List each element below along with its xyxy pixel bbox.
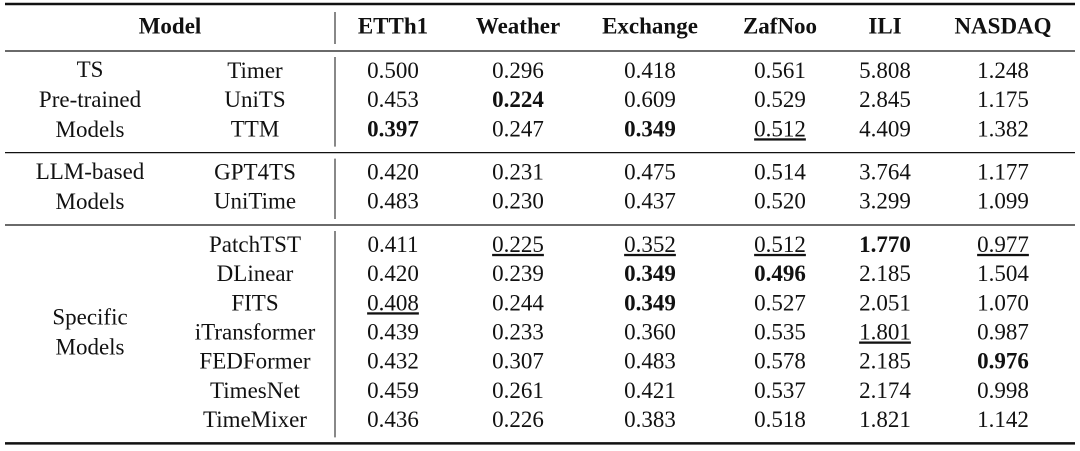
value-cell: 0.420	[367, 261, 419, 286]
value-cell: 0.987	[977, 319, 1029, 344]
model-name: DLinear	[217, 261, 294, 286]
value-cell: 0.432	[367, 349, 419, 374]
value-cell: 0.537	[754, 378, 806, 403]
value-cell: 1.142	[977, 407, 1029, 432]
model-name: TimeMixer	[203, 407, 307, 432]
value-cell: 0.977	[977, 232, 1029, 257]
model-name: Timer	[227, 58, 283, 83]
value-cell: 0.527	[754, 290, 806, 315]
value-cell: 0.512	[754, 232, 806, 257]
model-name: iTransformer	[195, 319, 316, 344]
value-cell: 0.349	[624, 116, 676, 141]
value-cell: 0.520	[754, 189, 806, 214]
value-cell: 0.578	[754, 349, 806, 374]
group-label: Pre-trained	[39, 87, 142, 112]
value-cell: 2.051	[859, 290, 911, 315]
value-cell: 2.185	[859, 349, 911, 374]
value-cell: 0.224	[492, 87, 544, 112]
value-cell: 0.408	[367, 290, 419, 315]
value-cell: 0.453	[367, 87, 419, 112]
value-cell: 0.383	[624, 407, 676, 432]
value-cell: 4.409	[859, 116, 911, 141]
value-cell: 0.231	[492, 159, 544, 184]
value-cell: 0.976	[977, 349, 1029, 374]
value-cell: 0.475	[624, 159, 676, 184]
value-cell: 1.382	[977, 116, 1029, 141]
value-cell: 1.801	[859, 319, 911, 344]
model-name: UniTime	[214, 189, 296, 214]
value-cell: 0.420	[367, 159, 419, 184]
value-cell: 1.099	[977, 189, 1029, 214]
value-cell: 0.609	[624, 87, 676, 112]
value-cell: 0.514	[754, 159, 806, 184]
value-cell: 0.437	[624, 189, 676, 214]
header-cell: ZafNoo	[743, 13, 817, 38]
value-cell: 0.411	[368, 232, 419, 257]
group-label: LLM-based	[36, 159, 145, 184]
model-name: GPT4TS	[214, 159, 296, 184]
header-cell: Exchange	[602, 13, 698, 38]
model-name: TimesNet	[210, 378, 300, 403]
header-cell: Model	[139, 13, 202, 38]
value-cell: 0.397	[367, 116, 419, 141]
group-label: Models	[56, 189, 125, 214]
value-cell: 0.360	[624, 319, 676, 344]
value-cell: 1.175	[977, 87, 1029, 112]
value-cell: 1.248	[977, 58, 1029, 83]
value-cell: 0.500	[367, 58, 419, 83]
value-cell: 0.535	[754, 319, 806, 344]
value-cell: 0.483	[367, 189, 419, 214]
value-cell: 0.226	[492, 407, 544, 432]
value-cell: 5.808	[859, 58, 911, 83]
value-cell: 0.296	[492, 58, 544, 83]
header-cell: ETTh1	[358, 13, 428, 38]
header-cell: ILI	[868, 13, 901, 38]
value-cell: 2.185	[859, 261, 911, 286]
model-name: TTM	[231, 116, 280, 141]
value-cell: 0.436	[367, 407, 419, 432]
group-label: Models	[56, 117, 125, 142]
value-cell: 0.439	[367, 319, 419, 344]
value-cell: 1.770	[859, 232, 911, 257]
value-cell: 0.518	[754, 407, 806, 432]
group-label: Models	[56, 334, 125, 359]
value-cell: 0.230	[492, 189, 544, 214]
value-cell: 0.998	[977, 378, 1029, 403]
value-cell: 3.764	[859, 159, 911, 184]
value-cell: 0.418	[624, 58, 676, 83]
value-cell: 0.459	[367, 378, 419, 403]
value-cell: 0.233	[492, 319, 544, 344]
header-cell: NASDAQ	[954, 13, 1051, 38]
group-label: TS	[77, 57, 104, 82]
model-name: FEDFormer	[199, 349, 311, 374]
value-cell: 1.070	[977, 290, 1029, 315]
value-cell: 0.496	[754, 261, 806, 286]
value-cell: 0.512	[754, 116, 806, 141]
model-name: FITS	[231, 290, 278, 315]
value-cell: 1.504	[977, 261, 1029, 286]
value-cell: 0.349	[624, 290, 676, 315]
value-cell: 0.529	[754, 87, 806, 112]
model-name: PatchTST	[209, 232, 301, 257]
value-cell: 2.174	[859, 378, 911, 403]
value-cell: 0.247	[492, 116, 544, 141]
value-cell: 1.177	[977, 159, 1029, 184]
group-label: Specific	[52, 304, 127, 329]
value-cell: 0.352	[624, 232, 676, 257]
value-cell: 0.239	[492, 261, 544, 286]
value-cell: 0.225	[492, 232, 544, 257]
value-cell: 0.483	[624, 349, 676, 374]
header-cell: Weather	[476, 13, 560, 38]
value-cell: 3.299	[859, 189, 911, 214]
value-cell: 0.421	[624, 378, 676, 403]
value-cell: 0.307	[492, 349, 544, 374]
value-cell: 0.349	[624, 261, 676, 286]
value-cell: 0.244	[492, 290, 544, 315]
value-cell: 0.561	[754, 58, 806, 83]
value-cell: 1.821	[859, 407, 911, 432]
value-cell: 0.261	[492, 378, 544, 403]
model-name: UniTS	[224, 87, 285, 112]
value-cell: 2.845	[859, 87, 911, 112]
